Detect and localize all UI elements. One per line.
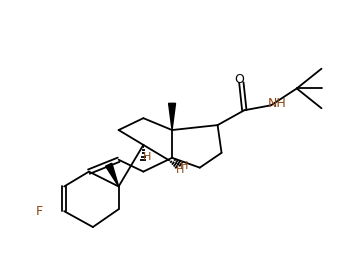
Text: O: O [234, 73, 244, 86]
Text: H: H [176, 165, 184, 175]
Text: H: H [180, 161, 188, 171]
Polygon shape [106, 163, 119, 186]
Polygon shape [169, 103, 176, 130]
Text: H: H [143, 152, 152, 162]
Text: NH: NH [268, 97, 286, 110]
Text: F: F [36, 205, 43, 218]
